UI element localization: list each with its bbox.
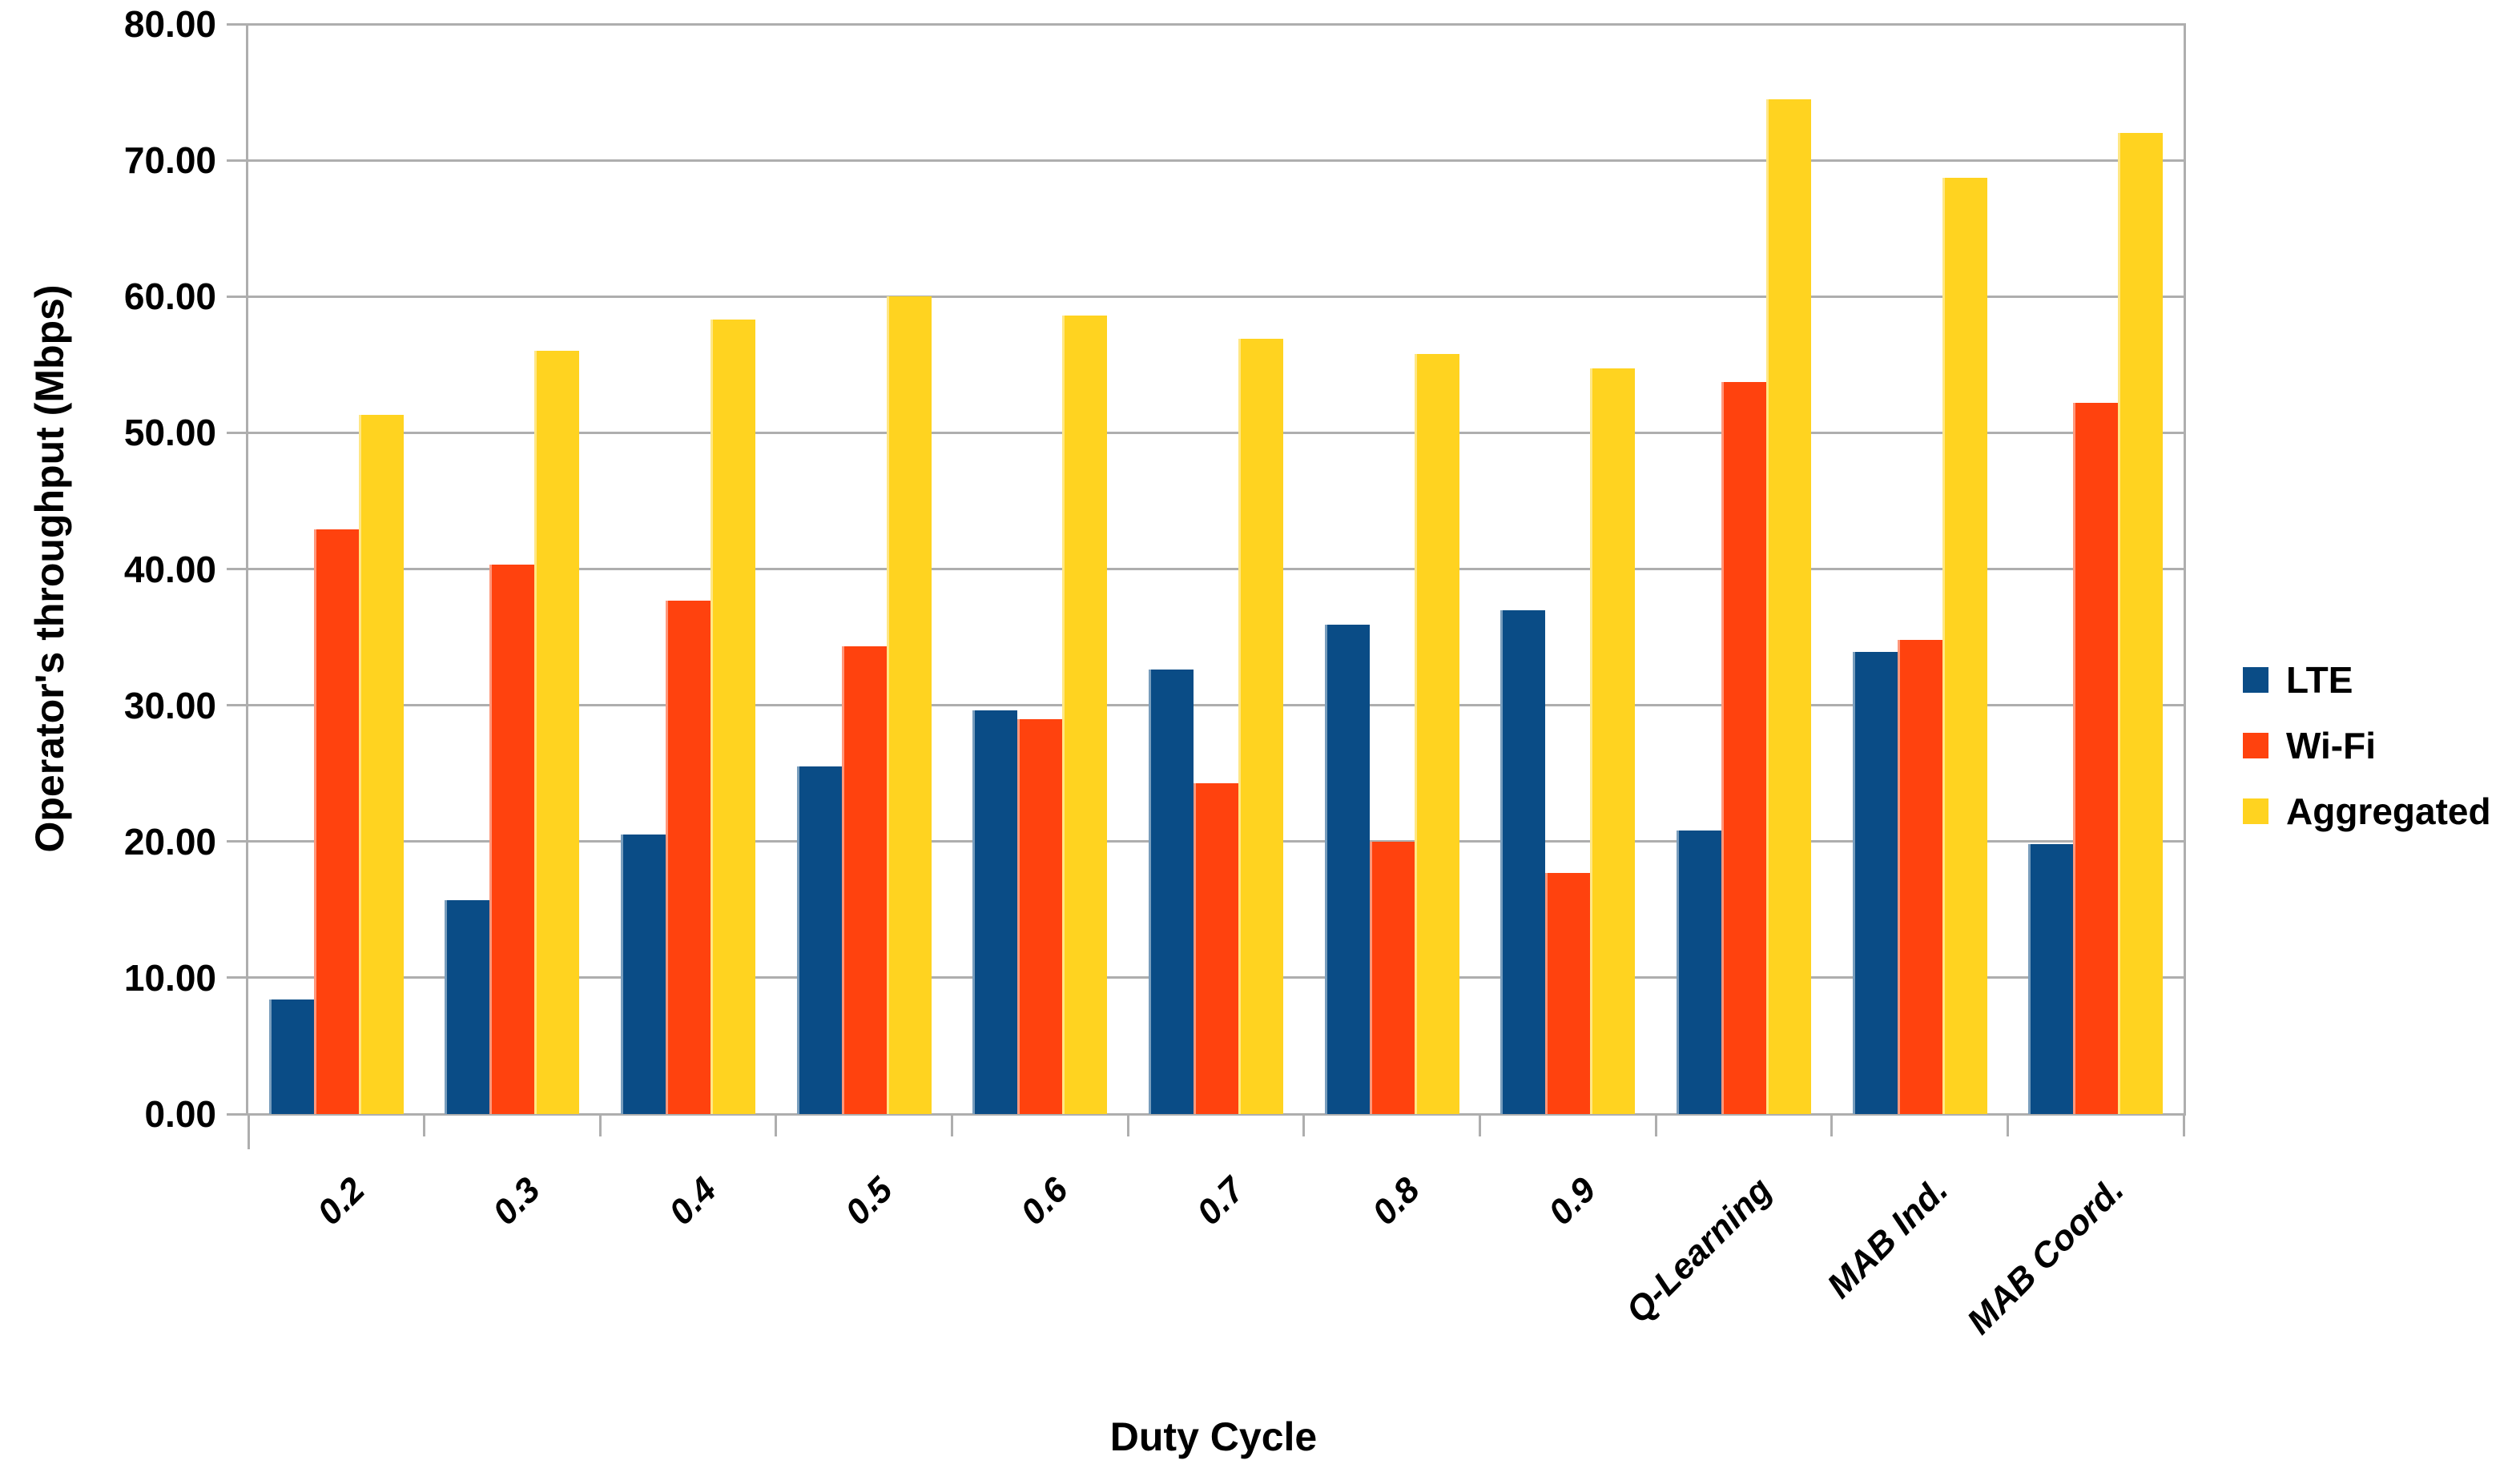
bar-aggregated-0.8 bbox=[1414, 353, 1459, 1114]
plot-area: 0.00 10.00 20.00 30.00 40.00 50.00 60.00 70.00 8… bbox=[124, 3, 2186, 1341]
bar-lte-0.9 bbox=[1500, 609, 1546, 1114]
x-tick-label: Q-Learning bbox=[1618, 1170, 1780, 1331]
x-axis-title: Duty Cycle bbox=[1109, 1414, 1318, 1459]
bar-wi-fi-0.8 bbox=[1369, 841, 1415, 1114]
bar-aggregated-mab-ind. bbox=[1942, 178, 1987, 1114]
x-axis-tick bbox=[951, 1114, 954, 1136]
bar-wi-fi-0.5 bbox=[841, 646, 887, 1114]
y-tick-label: 50.00 bbox=[123, 412, 216, 454]
bar-aggregated-0.4 bbox=[711, 320, 756, 1114]
bar-lte-0.7 bbox=[1149, 670, 1194, 1114]
bar-wi-fi-mab-ind. bbox=[1897, 639, 1942, 1114]
legend-swatch-icon bbox=[2243, 733, 2268, 758]
y-tick-label: 20.00 bbox=[123, 820, 216, 863]
gridline-70 bbox=[246, 159, 2186, 162]
x-tick-label: 0.3 bbox=[485, 1170, 549, 1233]
x-axis-tick bbox=[1302, 1114, 1306, 1136]
bar-aggregated-q-learning bbox=[1765, 99, 1811, 1114]
y-axis-tick bbox=[227, 431, 246, 434]
bar-aggregated-0.9 bbox=[1590, 368, 1636, 1114]
x-tick-label: 0.5 bbox=[837, 1170, 900, 1233]
bar-aggregated-0.5 bbox=[886, 296, 932, 1114]
y-axis-tick bbox=[227, 295, 246, 298]
x-tick-label: 0.9 bbox=[1541, 1170, 1604, 1233]
x-tick-label: 0.2 bbox=[309, 1170, 372, 1233]
bar-lte-0.5 bbox=[796, 766, 842, 1114]
x-axis-line bbox=[246, 1112, 2186, 1116]
legend-item-aggregated: Aggregated bbox=[2243, 790, 2491, 833]
bar-wi-fi-0.9 bbox=[1545, 872, 1591, 1114]
x-tick-label: MAB Coord. bbox=[1959, 1170, 2132, 1342]
bar-aggregated-mab-coord. bbox=[2118, 133, 2164, 1114]
y-axis-tick bbox=[227, 704, 246, 707]
bar-lte-0.6 bbox=[972, 710, 1018, 1114]
y-tick-label: 80.00 bbox=[123, 3, 216, 45]
legend-label: Aggregated bbox=[2286, 790, 2491, 832]
bar-lte-q-learning bbox=[1676, 831, 1721, 1114]
bar-wi-fi-0.2 bbox=[313, 529, 359, 1114]
legend-item-wi-fi: Wi-Fi bbox=[2243, 724, 2491, 767]
y-axis-title: Operator's throughput (Mbps) bbox=[27, 284, 72, 853]
bar-wi-fi-0.3 bbox=[489, 565, 535, 1114]
y-tick-label: 0.00 bbox=[144, 1093, 216, 1135]
x-axis-tick bbox=[1126, 1114, 1129, 1136]
legend-item-lte: LTE bbox=[2243, 658, 2491, 702]
x-axis-tick bbox=[1830, 1114, 1834, 1136]
bar-wi-fi-q-learning bbox=[1721, 382, 1766, 1114]
y-tick-label: 60.00 bbox=[123, 276, 216, 318]
gridline-50 bbox=[246, 431, 2186, 434]
bar-aggregated-0.6 bbox=[1062, 316, 1108, 1114]
x-axis-tick bbox=[1478, 1114, 1481, 1136]
bar-wi-fi-0.7 bbox=[1194, 782, 1238, 1114]
bar-lte-mab-coord. bbox=[2028, 844, 2074, 1114]
gridline-80 bbox=[246, 22, 2186, 26]
bar-aggregated-0.3 bbox=[534, 351, 580, 1114]
y-axis-tick bbox=[227, 159, 246, 162]
gridline-60 bbox=[246, 295, 2186, 298]
bar-lte-0.8 bbox=[1324, 625, 1370, 1114]
bar-wi-fi-0.6 bbox=[1017, 718, 1063, 1114]
x-axis-tick bbox=[2006, 1114, 2009, 1136]
y-tick-label: 70.00 bbox=[123, 139, 216, 182]
y-tick-label: 30.00 bbox=[123, 684, 216, 726]
bar-wi-fi-0.4 bbox=[666, 600, 711, 1114]
legend-label: Wi-Fi bbox=[2286, 725, 2376, 766]
x-axis-tick bbox=[775, 1114, 778, 1136]
y-axis-tick bbox=[227, 1112, 246, 1116]
x-tick-label: 0.8 bbox=[1365, 1170, 1428, 1233]
y-tick-label: 40.00 bbox=[123, 548, 216, 590]
x-tick-label: 0.6 bbox=[1013, 1170, 1077, 1233]
gridline-40 bbox=[246, 568, 2186, 570]
x-tick-label: 0.7 bbox=[1189, 1170, 1252, 1233]
x-axis-tick bbox=[2182, 1114, 2185, 1136]
bar-aggregated-0.2 bbox=[358, 415, 404, 1114]
bar-wi-fi-mab-coord. bbox=[2073, 402, 2119, 1114]
y-axis-tick bbox=[227, 976, 246, 979]
x-axis-tick bbox=[423, 1114, 426, 1136]
y-tick-label: 10.00 bbox=[123, 956, 216, 999]
bar-lte-mab-ind. bbox=[1852, 652, 1898, 1114]
legend-label: LTE bbox=[2286, 659, 2353, 701]
x-axis-tick bbox=[598, 1114, 602, 1136]
x-tick-label: MAB Ind. bbox=[1819, 1170, 1956, 1306]
bar-aggregated-0.7 bbox=[1238, 339, 1283, 1114]
legend-swatch-icon bbox=[2243, 667, 2268, 693]
legend: LTE Wi-Fi Aggregated bbox=[2243, 658, 2491, 855]
x-tick-label: 0.4 bbox=[661, 1170, 724, 1233]
y-axis-tick bbox=[227, 568, 246, 570]
gridline-30 bbox=[246, 704, 2186, 707]
x-axis-tick bbox=[1654, 1114, 1657, 1136]
legend-swatch-icon bbox=[2243, 798, 2268, 824]
y-axis-tick bbox=[227, 22, 246, 26]
x-axis-tick bbox=[247, 1114, 250, 1149]
bar-lte-0.3 bbox=[445, 899, 490, 1114]
bar-lte-0.4 bbox=[621, 835, 666, 1114]
bar-lte-0.2 bbox=[268, 999, 314, 1114]
y-axis-tick bbox=[227, 840, 246, 843]
